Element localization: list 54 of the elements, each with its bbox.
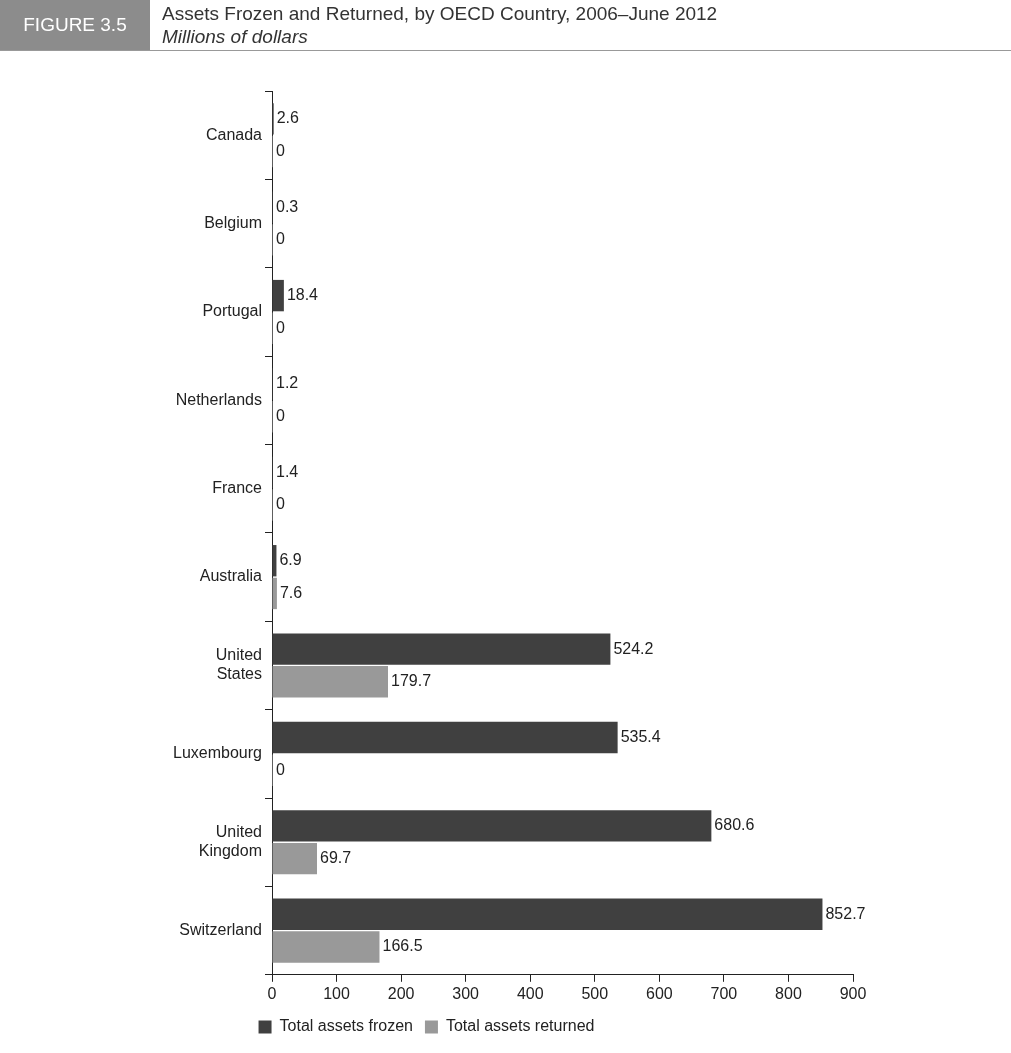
x-tick-label: 500 bbox=[581, 984, 609, 1002]
data-label: 0 bbox=[276, 318, 285, 336]
data-label: 1.4 bbox=[276, 462, 299, 480]
bar bbox=[272, 898, 823, 930]
y-tick-label: Portugal bbox=[202, 302, 262, 320]
y-tick-label: Canada bbox=[205, 125, 263, 143]
y-tick-label: Australia bbox=[199, 567, 263, 585]
y-tick-label: United States bbox=[215, 646, 262, 683]
data-label: 6.9 bbox=[279, 551, 302, 569]
x-tick-label: 900 bbox=[839, 984, 867, 1002]
data-label: 524.2 bbox=[613, 639, 654, 657]
x-tick-label: 300 bbox=[452, 984, 480, 1002]
bar bbox=[272, 842, 317, 875]
data-label: 7.6 bbox=[279, 583, 303, 601]
bar bbox=[272, 577, 277, 610]
y-tick-label: Belgium bbox=[204, 213, 262, 231]
x-tick-label: 0 bbox=[267, 984, 277, 1002]
data-label: 1.2 bbox=[276, 374, 299, 392]
data-label: 0 bbox=[276, 230, 285, 248]
chart-subtitle: Millions of dollars bbox=[162, 25, 309, 48]
data-label: 680.6 bbox=[714, 816, 755, 834]
y-tick-label: Switzerland bbox=[179, 921, 262, 939]
data-label: 535.4 bbox=[620, 727, 661, 745]
data-label: 0 bbox=[276, 141, 285, 159]
x-tick-label: 100 bbox=[323, 984, 350, 1002]
data-label: 0 bbox=[276, 407, 285, 425]
x-tick-label: 200 bbox=[387, 984, 415, 1002]
data-label: 0 bbox=[276, 760, 285, 778]
bar bbox=[272, 931, 380, 963]
x-tick-label: 400 bbox=[516, 984, 544, 1002]
bar bbox=[272, 721, 618, 754]
data-label: 179.7 bbox=[391, 672, 432, 690]
data-label: 69.7 bbox=[320, 848, 352, 866]
data-label: 166.5 bbox=[382, 937, 423, 955]
y-tick-label: United Kingdom bbox=[198, 823, 262, 860]
caption: FIGURE 3.5 bbox=[0, 0, 150, 50]
x-tick-label: 600 bbox=[645, 984, 673, 1002]
data-label: 2.6 bbox=[276, 109, 300, 127]
bar bbox=[272, 633, 611, 665]
data-label: 0 bbox=[276, 495, 285, 513]
legend-label: Total assets frozen bbox=[279, 1017, 413, 1035]
bar bbox=[272, 666, 389, 698]
bar bbox=[272, 279, 284, 312]
x-tick-label: 800 bbox=[775, 984, 802, 1002]
y-tick-label: Netherlands bbox=[175, 390, 262, 408]
legend-label: Total assets returned bbox=[445, 1017, 595, 1035]
data-label: 0.3 bbox=[276, 197, 299, 215]
bar bbox=[272, 810, 712, 842]
data-label: 852.7 bbox=[825, 904, 866, 922]
data-label: 18.4 bbox=[286, 286, 319, 304]
y-tick-label: France bbox=[212, 479, 263, 497]
x-tick-label: 700 bbox=[710, 984, 738, 1002]
chart-title: Assets Frozen and Returned, by OECD Country, 2006–June 2012 bbox=[162, 2, 718, 25]
y-tick-label: Luxembourg bbox=[173, 744, 262, 762]
